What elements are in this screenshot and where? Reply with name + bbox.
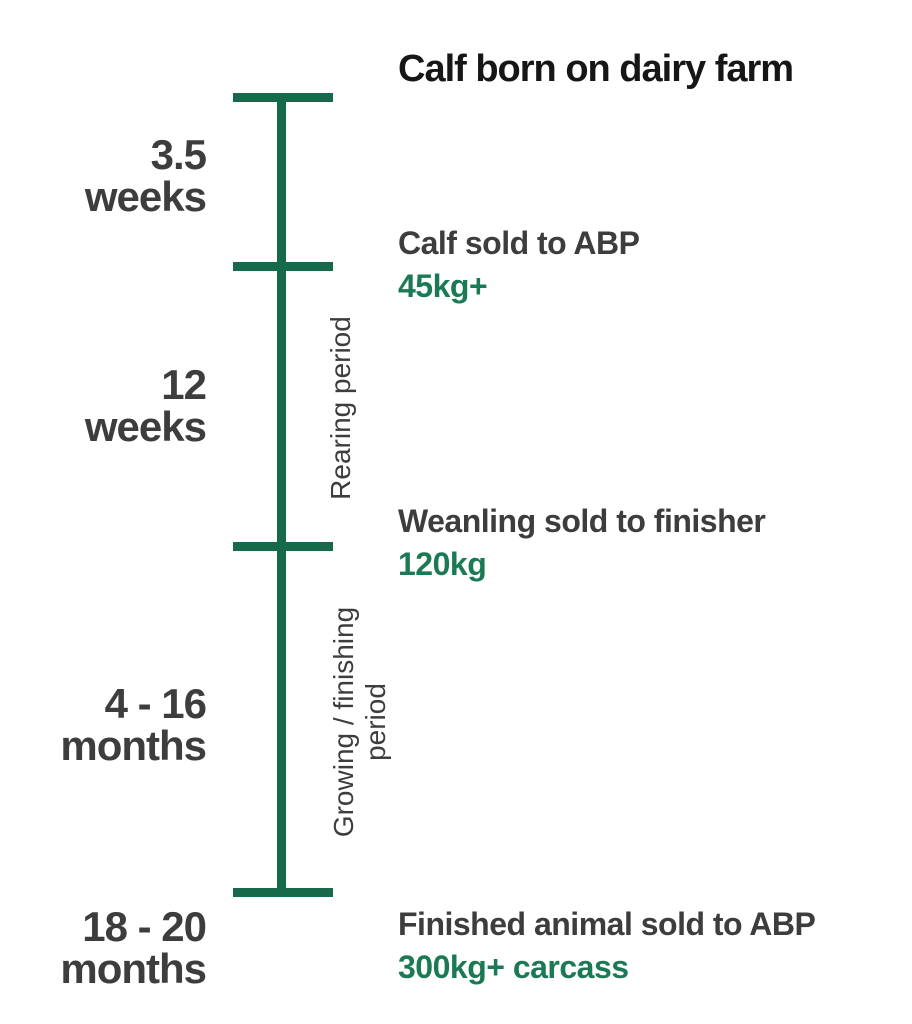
event-label: Finished animal sold to ABP — [398, 906, 816, 942]
duration-line: 3.5 — [150, 131, 207, 178]
event-calf-born: Calf born on dairy farm — [398, 48, 794, 92]
timeline-tick-weanling-sold — [233, 542, 333, 551]
timeline-axis-line — [277, 97, 286, 893]
period-label-text: Growing / finishing period — [327, 606, 391, 838]
event-title: Calf born on dairy farm — [398, 48, 794, 90]
duration-line: months — [60, 945, 207, 992]
event-calf-sold: Calf sold to ABP 45kg+ — [398, 222, 640, 308]
duration-label-12-weeks: 12 weeks — [84, 361, 207, 450]
period-label-text: Rearing period — [324, 316, 356, 500]
timeline-tick-calf-sold — [233, 262, 333, 271]
event-label: Calf sold to ABP — [398, 225, 640, 261]
duration-line: 4 - 16 — [104, 680, 207, 727]
event-finished-sold: Finished animal sold to ABP 300kg+ carca… — [398, 903, 816, 989]
duration-label-18-20-months: 18 - 20 months — [60, 903, 207, 992]
duration-label-3-5-weeks: 3.5 weeks — [84, 131, 207, 220]
duration-line: weeks — [84, 173, 207, 220]
duration-label-4-16-months: 4 - 16 months — [60, 680, 207, 769]
event-weight-value: 300kg+ carcass — [398, 949, 629, 986]
duration-line: 18 - 20 — [82, 903, 207, 950]
duration-line: 12 — [161, 361, 207, 408]
duration-line: weeks — [84, 403, 207, 450]
timeline-tick-birth — [233, 93, 333, 102]
timeline-tick-finished-sold — [233, 888, 333, 897]
event-weight-value: 120kg — [398, 546, 487, 583]
event-weanling-sold: Weanling sold to finisher 120kg — [398, 500, 766, 586]
duration-line: months — [60, 722, 207, 769]
event-label: Weanling sold to finisher — [398, 503, 766, 539]
event-weight-value: 45kg+ — [398, 268, 488, 305]
